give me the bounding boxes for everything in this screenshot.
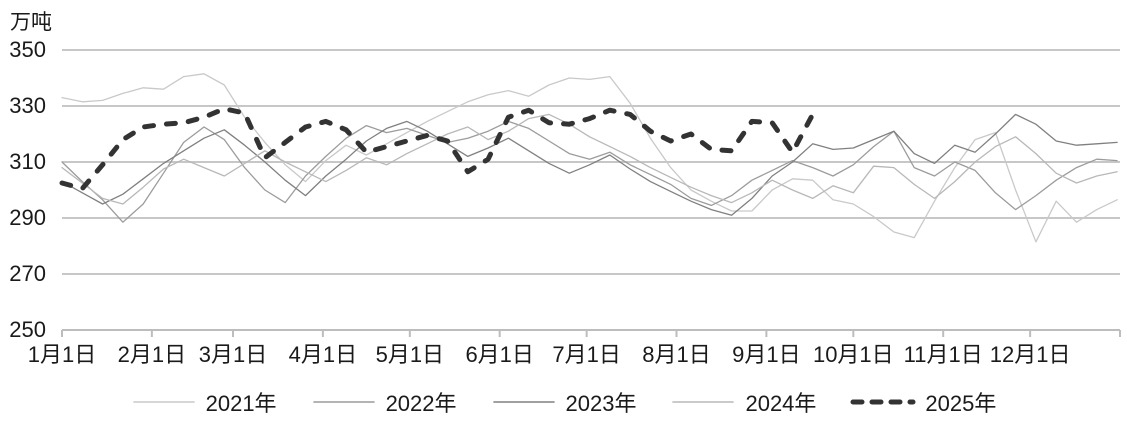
legend-item-2022年: 2022年 [311,386,457,418]
y-tick-label-290: 290 [9,205,46,230]
series-line-2021年 [61,73,1118,243]
series-line-2023年 [61,113,1118,216]
y-tick-label-250: 250 [9,317,46,342]
legend-swatch-2024年 [672,401,735,403]
x-tick-label-1: 1月1日 [27,342,97,367]
y-tick-label-310: 310 [9,149,46,174]
x-tick-label-12: 12月1日 [989,342,1071,367]
series-line-2025年 [59,106,816,192]
legend-item-2021年: 2021年 [131,386,277,418]
x-tick-label-11: 11月1日 [903,342,983,367]
legend-label-2023年: 2023年 [565,391,637,416]
legend-label-2021年: 2021年 [205,391,277,416]
legend-swatch-2023年 [492,401,555,403]
legend: 2021年 2022年 2023年 2024年 2025年 [0,386,1127,418]
x-tick-label-9: 9月1日 [732,342,801,367]
legend-item-2025年: 2025年 [850,386,996,418]
legend-label-2025年: 2025年 [925,391,997,416]
y-tick-label-350: 350 [9,37,46,62]
y-tick-label-330: 330 [9,93,46,118]
x-tick-label-6: 6月1日 [465,342,534,367]
x-tick-label-5: 5月1日 [375,342,445,367]
legend-item-2024年: 2024年 [670,386,816,418]
legend-swatch-2022年 [312,401,375,403]
legend-label-2022年: 2022年 [385,391,457,416]
x-tick-label-10: 10月1日 [812,342,894,367]
legend-item-2023年: 2023年 [491,386,637,418]
x-tick-label-3: 3月1日 [198,342,268,367]
x-tick-label-7: 7月1日 [552,342,621,367]
y-tick-label-270: 270 [9,261,46,286]
series-line-2024年 [61,113,1118,205]
x-tick-label-2: 2月1日 [117,342,187,367]
series-line-2022年 [61,120,1118,223]
x-tick-label-8: 8月1日 [642,342,711,367]
x-tick-label-4: 4月1日 [288,342,358,367]
legend-swatch-2025年 [850,399,916,405]
y-axis-unit-label: 万吨 [10,11,52,34]
legend-label-2024年: 2024年 [745,391,817,416]
legend-swatch-2021年 [132,401,195,403]
